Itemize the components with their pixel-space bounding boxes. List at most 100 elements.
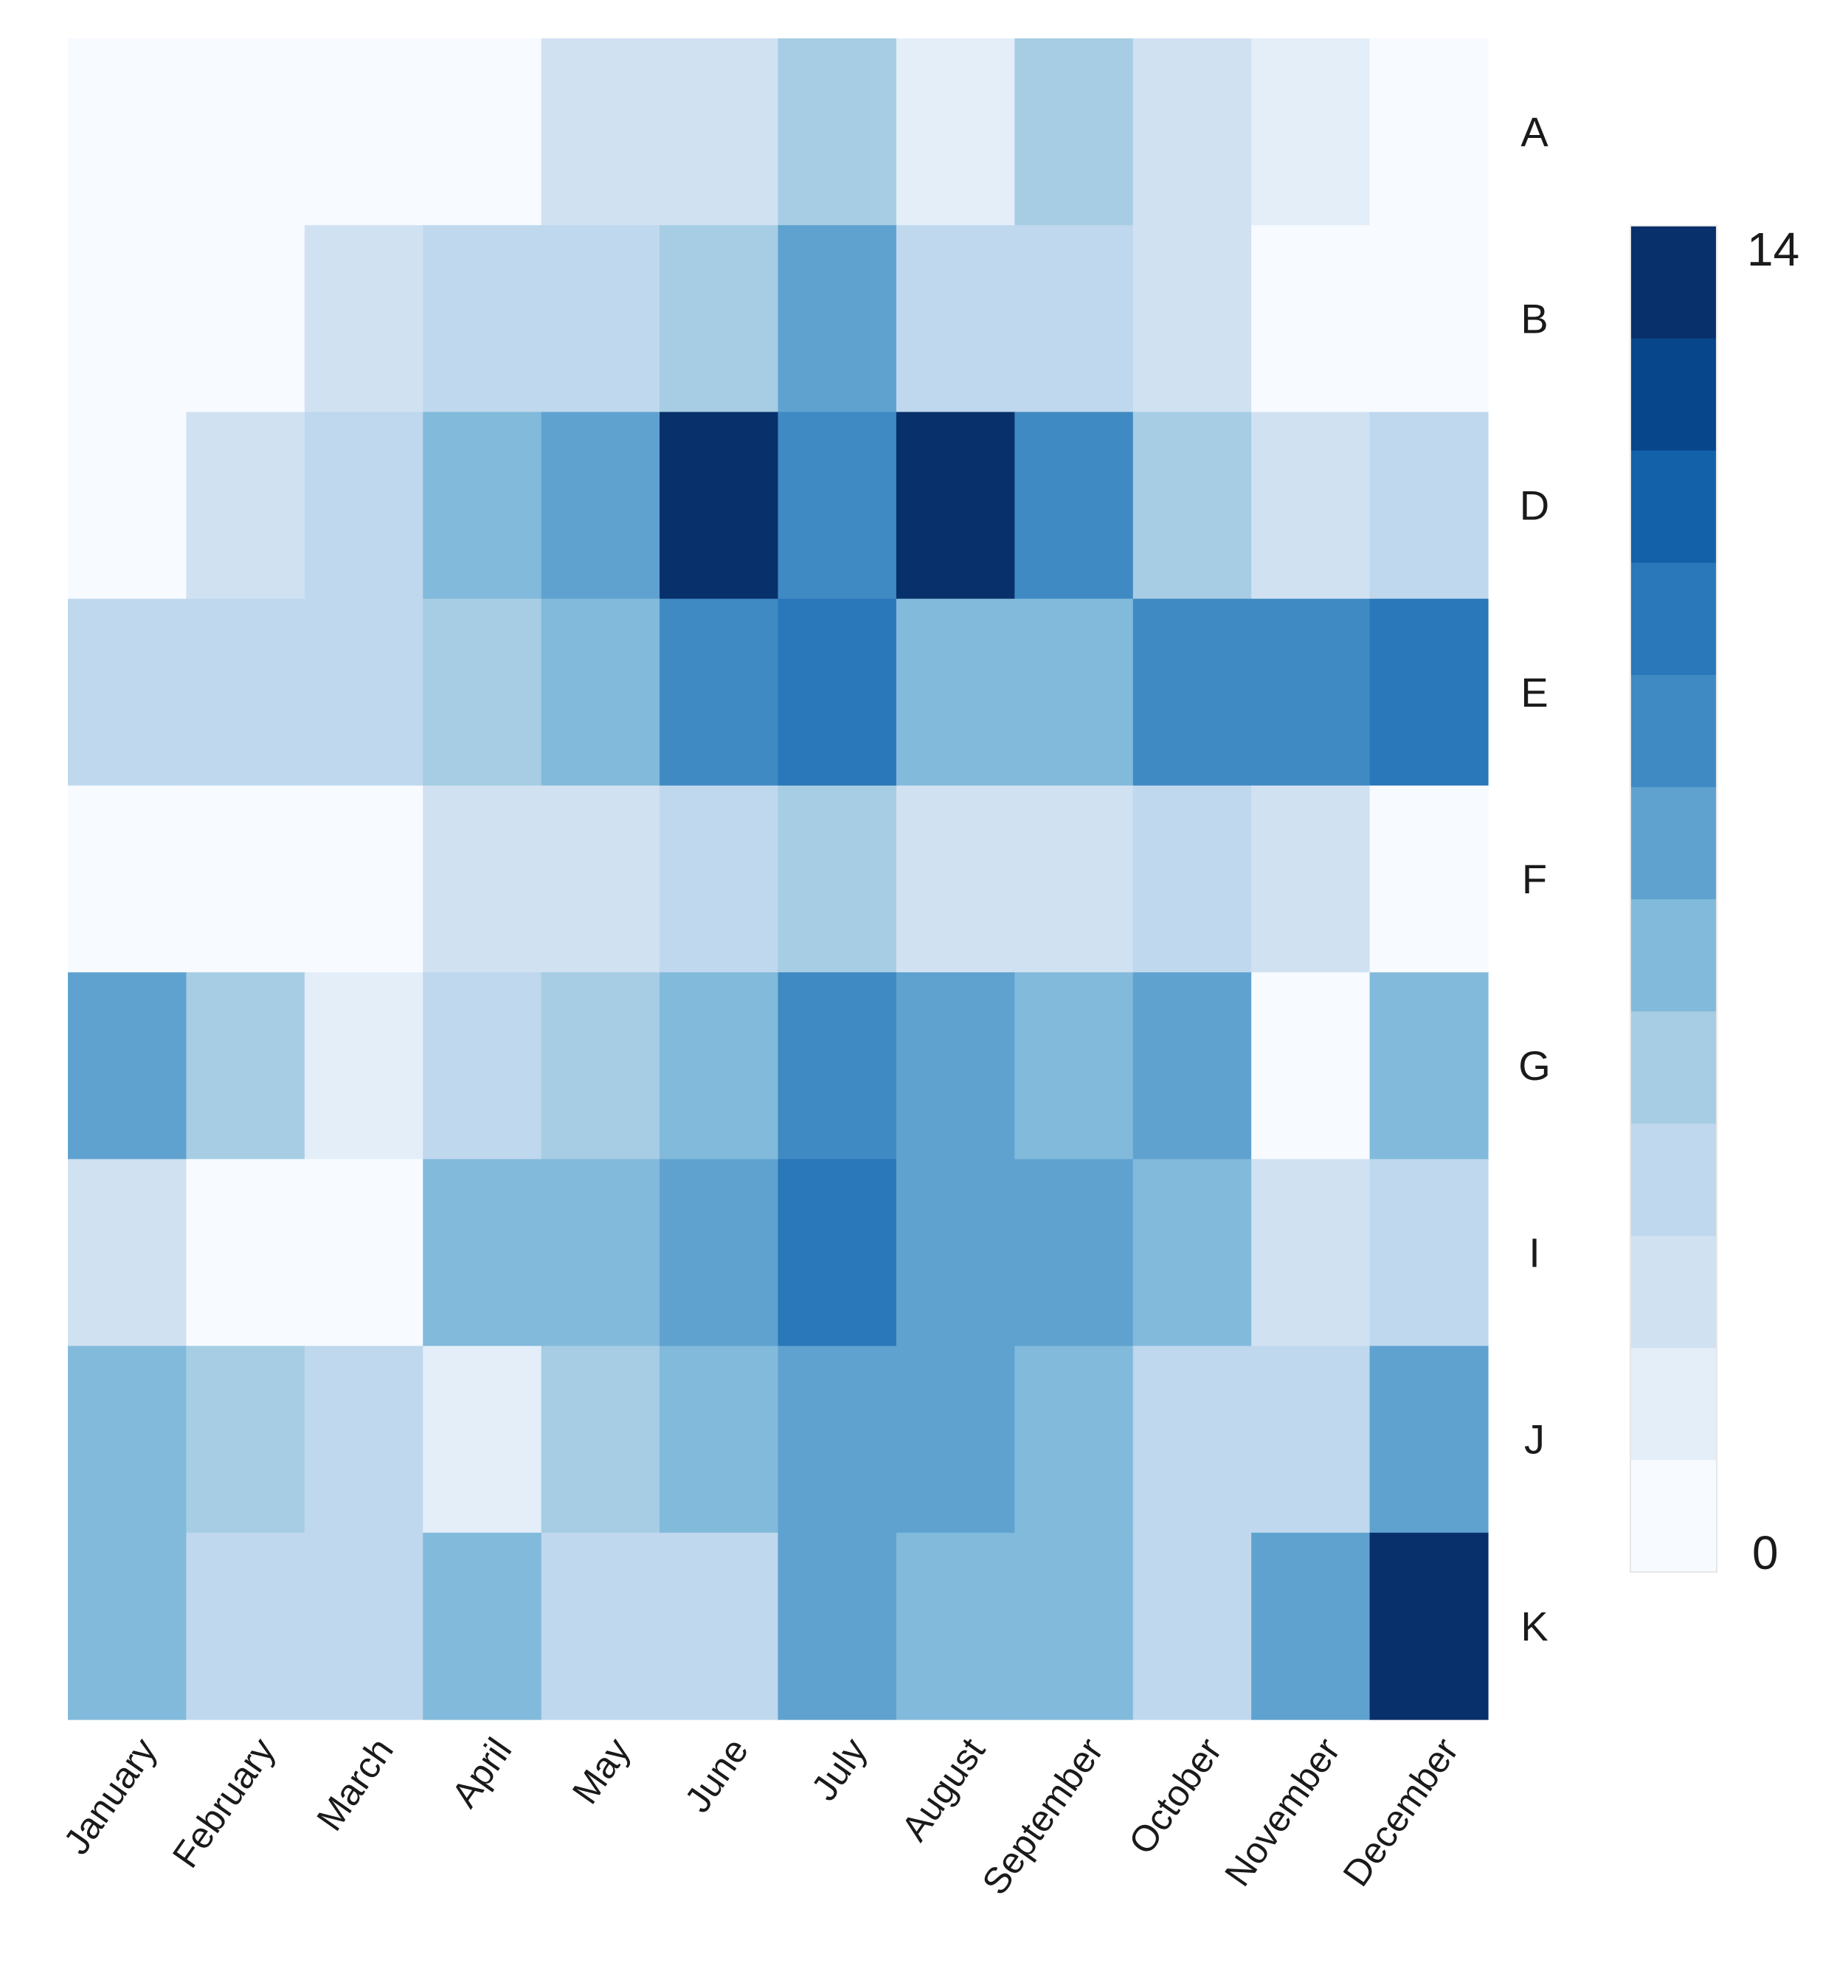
x-tick-label-march: March: [308, 1731, 401, 1838]
x-tick-label-january: January: [55, 1731, 165, 1862]
heatmap-cell-a-december: [1369, 38, 1489, 226]
heatmap-cell-j-july: [778, 1345, 897, 1534]
heatmap-cell-a-february: [186, 38, 305, 226]
y-tick-label-a: A: [1520, 108, 1548, 155]
heatmap-cell-a-july: [778, 38, 897, 226]
heatmap-cell-g-december: [1369, 972, 1489, 1160]
x-tick-label-april: April: [443, 1731, 519, 1815]
heatmap-cell-b-may: [541, 225, 660, 413]
heatmap-cell-k-october: [1132, 1532, 1252, 1720]
heatmap-cell-j-january: [68, 1345, 187, 1534]
heatmap-cell-d-march: [304, 412, 423, 600]
heatmap-cell-j-november: [1251, 1345, 1371, 1534]
heatmap-cell-k-march: [304, 1532, 423, 1720]
heatmap-cell-g-may: [541, 972, 660, 1160]
heatmap-cell-i-june: [660, 1159, 779, 1347]
heatmap-cell-f-september: [1014, 785, 1134, 973]
colorbar-band-4: [1630, 1011, 1717, 1124]
heatmap-cell-j-april: [423, 1345, 542, 1534]
y-tick-label-d: D: [1520, 482, 1549, 529]
x-tick-label-december: December: [1335, 1731, 1467, 1894]
heatmap-cell-j-august: [896, 1345, 1015, 1534]
y-tick-label-b: B: [1520, 295, 1548, 342]
heatmap-cell-i-january: [68, 1159, 187, 1347]
heatmap-cell-g-june: [660, 972, 779, 1160]
heatmap-cell-f-july: [778, 785, 897, 973]
heatmap-cell-d-april: [423, 412, 542, 600]
heatmap-cell-b-march: [304, 225, 423, 413]
heatmap-cell-d-january: [68, 412, 187, 600]
y-axis-tick-labels: A B D E F G I J K: [1518, 108, 1551, 1649]
heatmap-cell-g-july: [778, 972, 897, 1160]
heatmap-cell-j-september: [1014, 1345, 1134, 1534]
heatmap-cell-f-june: [660, 785, 779, 973]
heatmap-cell-j-june: [660, 1345, 779, 1534]
heatmap-cell-d-may: [541, 412, 660, 600]
heatmap-cell-f-january: [68, 785, 187, 973]
heatmap-cell-d-october: [1132, 412, 1252, 600]
heatmap-cell-i-march: [304, 1159, 423, 1347]
colorbar-band-10: [1630, 338, 1717, 451]
x-tick-label-may: May: [564, 1731, 638, 1812]
heatmap-cell-e-april: [423, 598, 542, 786]
y-tick-label-e: E: [1520, 669, 1548, 716]
heatmap-cell-a-september: [1014, 38, 1134, 226]
heatmap-cell-d-february: [186, 412, 305, 600]
heatmap-cell-k-september: [1014, 1532, 1134, 1720]
colorbar-band-9: [1630, 450, 1717, 563]
heatmap-cell-k-may: [541, 1532, 660, 1720]
heatmap-cell-a-august: [896, 38, 1015, 226]
colorbar-band-0: [1630, 1459, 1717, 1573]
heatmap-cell-g-august: [896, 972, 1015, 1160]
heatmap-cell-d-december: [1369, 412, 1489, 600]
heatmap-cell-b-august: [896, 225, 1015, 413]
x-tick-label-september: September: [974, 1731, 1111, 1902]
heatmap-cell-a-october: [1132, 38, 1252, 226]
colorbar-band-11: [1630, 226, 1717, 339]
heatmap-cell-g-april: [423, 972, 542, 1160]
heatmap-cell-e-august: [896, 598, 1015, 786]
heatmap-cell-f-may: [541, 785, 660, 973]
heatmap-cells: [68, 38, 1489, 1720]
heatmap-cell-i-december: [1369, 1159, 1489, 1347]
heatmap-cell-g-september: [1014, 972, 1134, 1160]
heatmap-cell-b-july: [778, 225, 897, 413]
heatmap-cell-i-september: [1014, 1159, 1134, 1347]
heatmap-cell-k-december: [1369, 1532, 1489, 1720]
colorbar-band-6: [1630, 786, 1717, 900]
colorbar: 14 0: [1630, 223, 1799, 1579]
heatmap-cell-f-april: [423, 785, 542, 973]
heatmap-cell-e-july: [778, 598, 897, 786]
colorbar-band-2: [1630, 1235, 1717, 1348]
colorbar-band-8: [1630, 562, 1717, 675]
heatmap-cell-k-january: [68, 1532, 187, 1720]
colorbar-min-label: 0: [1752, 1526, 1779, 1579]
x-tick-label-october: October: [1121, 1731, 1230, 1862]
heatmap-cell-a-may: [541, 38, 660, 226]
heatmap-cell-e-may: [541, 598, 660, 786]
heatmap-cell-k-february: [186, 1532, 305, 1720]
heatmap-cell-f-november: [1251, 785, 1371, 973]
heatmap-cell-a-november: [1251, 38, 1371, 226]
heatmap-cell-i-february: [186, 1159, 305, 1347]
heatmap-cell-i-august: [896, 1159, 1015, 1347]
heatmap-cell-d-june: [660, 412, 779, 600]
colorbar-band-1: [1630, 1347, 1717, 1461]
heatmap-cell-b-january: [68, 225, 187, 413]
heatmap-cell-k-july: [778, 1532, 897, 1720]
heatmap-cell-k-august: [896, 1532, 1015, 1720]
colorbar-band-7: [1630, 674, 1717, 788]
heatmap-cell-b-february: [186, 225, 305, 413]
heatmap-cell-a-march: [304, 38, 423, 226]
heatmap-cell-e-september: [1014, 598, 1134, 786]
heatmap-cell-j-december: [1369, 1345, 1489, 1534]
heatmap-cell-f-august: [896, 785, 1015, 973]
heatmap-cell-e-june: [660, 598, 779, 786]
colorbar-max-label: 14: [1747, 223, 1799, 276]
y-tick-label-g: G: [1518, 1042, 1551, 1089]
y-tick-label-j: J: [1524, 1416, 1545, 1463]
heatmap-cell-a-january: [68, 38, 187, 226]
heatmap-cell-e-january: [68, 598, 187, 786]
heatmap-cell-k-april: [423, 1532, 542, 1720]
